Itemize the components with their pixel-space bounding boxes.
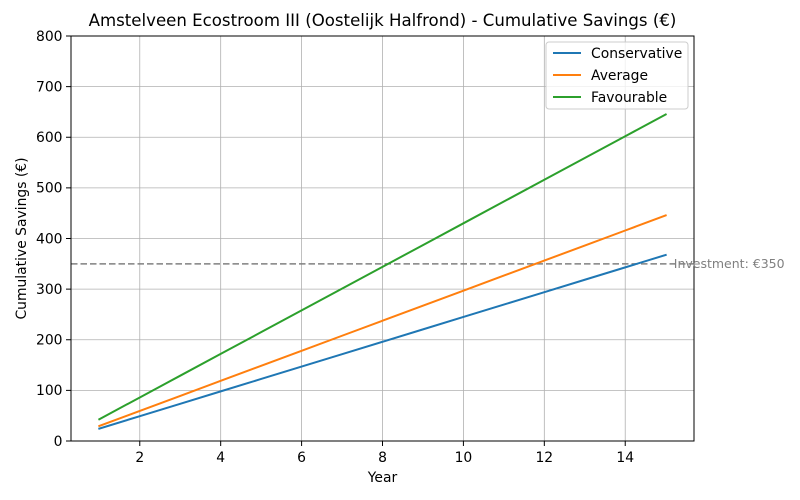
- y-tick-label: 800: [36, 29, 63, 45]
- plot-area: 2 4 6 8 10 12 14 0 100 200 300 400 500 600 700 800: [36, 29, 695, 466]
- x-tick-label: 6: [297, 450, 306, 466]
- legend-box: [545, 41, 689, 110]
- series-line-favourable: [97, 113, 668, 421]
- x-tick-label: 14: [616, 450, 634, 466]
- series-line-average: [98, 214, 667, 428]
- x-tick-label: 10: [455, 450, 473, 466]
- x-tick-label: 2: [135, 450, 144, 466]
- x-tick-label: 12: [535, 450, 553, 466]
- legend-label-conservative: Conservative: [591, 46, 682, 62]
- legend-item-conservative: Conservative: [553, 46, 682, 62]
- y-tick-label: 700: [36, 79, 63, 95]
- x-tick-label: 8: [378, 450, 387, 466]
- y-axis-label: Cumulative Savings (€): [14, 157, 30, 319]
- legend-label-average: Average: [591, 68, 648, 84]
- y-tick-label: 400: [36, 231, 63, 247]
- legend-label-favourable: Favourable: [591, 90, 667, 106]
- y-axis: 0 100 200 300 400 500 600 700 800: [36, 29, 71, 450]
- legend: Conservative Average Favourable: [545, 41, 689, 110]
- series-lines: [97, 113, 668, 430]
- y-tick-label: 0: [54, 434, 63, 450]
- y-tick-label: 300: [36, 282, 63, 298]
- x-axis-label: Year: [367, 470, 398, 486]
- y-tick-label: 100: [36, 383, 63, 399]
- series-line-conservative: [98, 253, 667, 430]
- legend-item-favourable: Favourable: [553, 90, 667, 106]
- reference-line-label: Investment: €350: [674, 256, 785, 271]
- x-tick-label: 4: [216, 450, 225, 466]
- y-tick-label: 200: [36, 333, 63, 349]
- legend-item-average: Average: [553, 68, 648, 84]
- chart-title: Amstelveen Ecostroom III (Oostelijk Half…: [89, 11, 677, 30]
- y-tick-label: 600: [36, 130, 63, 146]
- x-axis: 2 4 6 8 10 12 14: [135, 441, 634, 466]
- y-tick-label: 500: [36, 181, 63, 197]
